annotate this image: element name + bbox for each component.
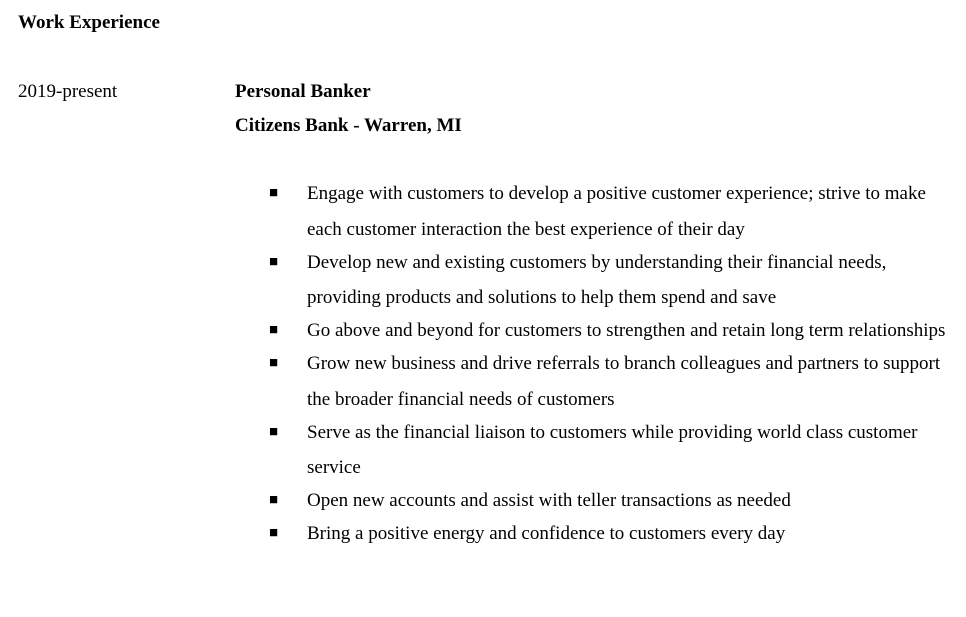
duty-text: Engage with customers to develop a posit… xyxy=(307,183,926,240)
square-bullet-icon: ■ xyxy=(269,322,279,338)
list-item: ■ Grow new business and drive referrals … xyxy=(235,346,955,417)
job-dates: 2019-present xyxy=(18,81,118,102)
square-bullet-icon: ■ xyxy=(269,355,279,371)
square-bullet-icon: ■ xyxy=(269,253,279,270)
list-item: ■ Develop new and existing customers by … xyxy=(235,245,955,316)
employer: Citizens Bank - Warren, MI xyxy=(235,115,462,136)
duty-text: Go above and beyond for customers to str… xyxy=(307,320,946,341)
square-bullet-icon: ■ xyxy=(269,492,279,508)
duties-list: ■ Engage with customers to develop a pos… xyxy=(235,176,955,549)
list-item: ■ Bring a positive energy and confidence… xyxy=(235,516,955,552)
list-item: ■ Engage with customers to develop a pos… xyxy=(235,176,955,247)
duty-text: Bring a positive energy and confidence t… xyxy=(307,523,786,544)
list-item: ■ Open new accounts and assist with tell… xyxy=(235,483,955,519)
square-bullet-icon: ■ xyxy=(269,423,279,440)
duty-text: Develop new and existing customers by un… xyxy=(307,251,887,309)
section-title: Work Experience xyxy=(18,12,160,33)
duty-text: Grow new business and drive referrals to… xyxy=(307,353,941,410)
list-item: ■ Serve as the financial liaison to cust… xyxy=(235,415,955,486)
square-bullet-icon: ■ xyxy=(269,525,279,541)
duty-text: Open new accounts and assist with teller… xyxy=(307,490,791,511)
square-bullet-icon: ■ xyxy=(269,185,279,201)
duty-text: Serve as the financial liaison to custom… xyxy=(307,421,918,479)
list-item: ■ Go above and beyond for customers to s… xyxy=(235,313,955,349)
job-title: Personal Banker xyxy=(235,81,371,102)
